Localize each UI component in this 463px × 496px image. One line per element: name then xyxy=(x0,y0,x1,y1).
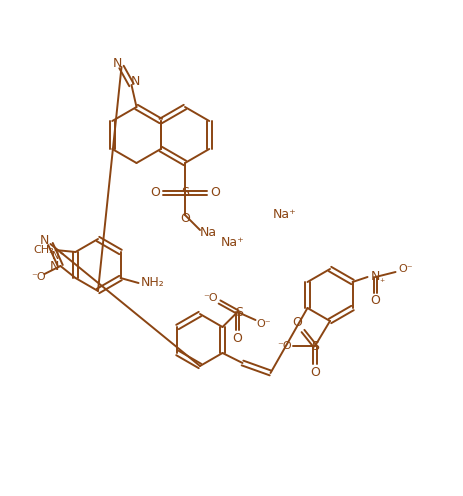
Text: N: N xyxy=(40,234,49,247)
Text: S: S xyxy=(181,186,188,199)
Text: N: N xyxy=(50,259,59,272)
Text: O: O xyxy=(180,211,189,225)
Text: O⁻: O⁻ xyxy=(256,319,270,329)
Text: O: O xyxy=(309,366,319,378)
Text: N: N xyxy=(131,74,140,87)
Text: O⁻: O⁻ xyxy=(397,264,412,274)
Text: NH₂: NH₂ xyxy=(140,276,164,290)
Text: N: N xyxy=(370,270,379,284)
Text: O: O xyxy=(291,315,301,328)
Text: CH₃: CH₃ xyxy=(33,245,54,255)
Text: N: N xyxy=(113,57,122,69)
Text: S: S xyxy=(235,306,243,318)
Text: ⁺: ⁺ xyxy=(378,278,383,288)
Text: Na⁺: Na⁺ xyxy=(273,208,296,222)
Text: O: O xyxy=(150,186,160,199)
Text: Na⁺: Na⁺ xyxy=(220,236,244,248)
Text: O: O xyxy=(370,295,380,308)
Text: ⁻O: ⁻O xyxy=(31,272,46,282)
Text: Na: Na xyxy=(199,227,216,240)
Text: N⁺: N⁺ xyxy=(52,251,65,261)
Text: S: S xyxy=(310,339,319,353)
Text: ⁻O: ⁻O xyxy=(277,341,292,351)
Text: ⁻O: ⁻O xyxy=(203,293,217,303)
Text: O: O xyxy=(210,186,219,199)
Text: O: O xyxy=(232,331,242,345)
